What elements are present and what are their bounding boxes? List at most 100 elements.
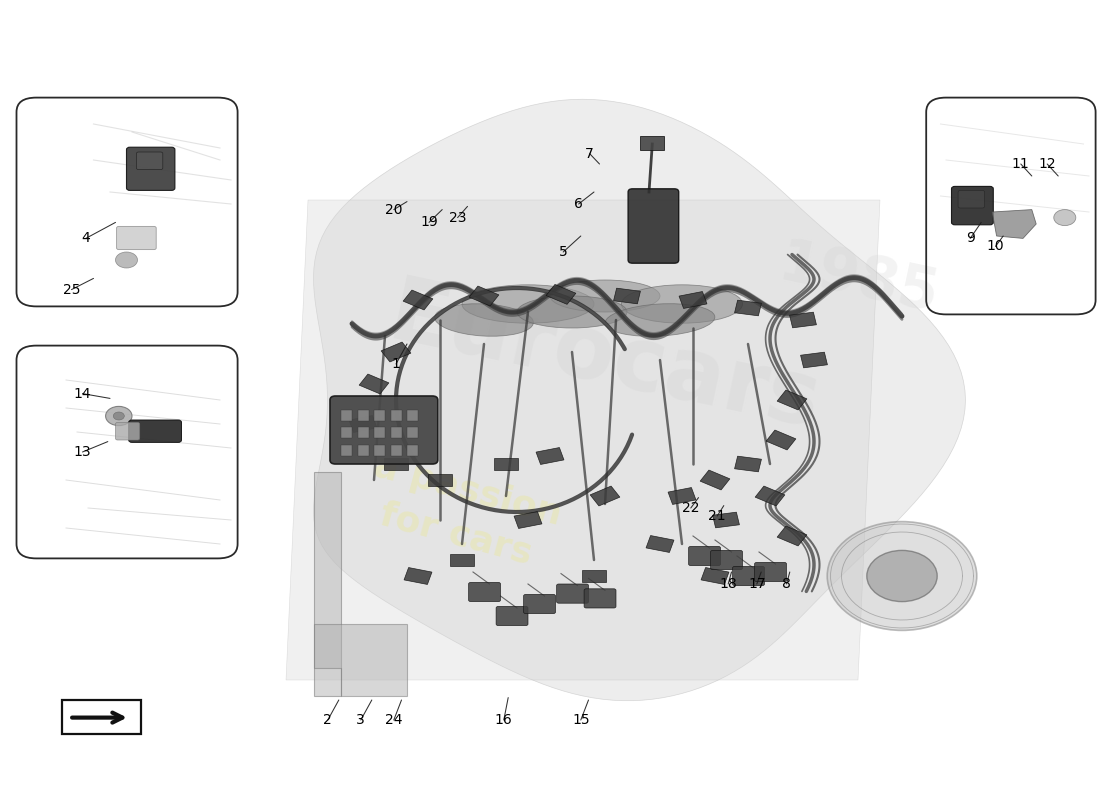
- Polygon shape: [383, 344, 409, 360]
- Text: 4: 4: [81, 231, 90, 246]
- FancyBboxPatch shape: [469, 582, 500, 602]
- Polygon shape: [516, 514, 540, 526]
- FancyBboxPatch shape: [628, 189, 679, 263]
- Ellipse shape: [434, 304, 534, 336]
- Polygon shape: [777, 526, 807, 546]
- Polygon shape: [493, 456, 519, 472]
- Text: 2: 2: [323, 713, 332, 727]
- Polygon shape: [667, 486, 697, 506]
- Polygon shape: [702, 472, 728, 488]
- Ellipse shape: [550, 280, 660, 312]
- Bar: [407, 410, 418, 421]
- Bar: [358, 427, 368, 438]
- Polygon shape: [647, 536, 673, 552]
- Text: 1: 1: [392, 357, 400, 371]
- Text: 17: 17: [748, 577, 766, 591]
- Text: 1985: 1985: [772, 235, 944, 325]
- FancyBboxPatch shape: [952, 186, 993, 225]
- Text: 10: 10: [987, 239, 1004, 254]
- Text: 7: 7: [585, 146, 594, 161]
- Text: 3: 3: [356, 713, 365, 727]
- Bar: [390, 410, 402, 421]
- FancyBboxPatch shape: [129, 420, 182, 442]
- Bar: [341, 445, 352, 456]
- Text: 5: 5: [559, 245, 568, 259]
- FancyBboxPatch shape: [62, 700, 141, 734]
- Ellipse shape: [605, 304, 715, 336]
- Bar: [374, 445, 385, 456]
- Text: 19: 19: [420, 215, 438, 230]
- FancyBboxPatch shape: [755, 562, 786, 582]
- Ellipse shape: [517, 296, 627, 328]
- Text: 8: 8: [782, 577, 791, 591]
- Circle shape: [867, 550, 937, 602]
- FancyBboxPatch shape: [524, 594, 556, 614]
- Text: 18: 18: [719, 577, 737, 591]
- Polygon shape: [546, 285, 576, 304]
- Text: 25: 25: [63, 282, 80, 297]
- Text: 14: 14: [74, 386, 91, 401]
- Polygon shape: [426, 471, 454, 489]
- Bar: [407, 445, 418, 456]
- Ellipse shape: [462, 285, 594, 323]
- FancyBboxPatch shape: [733, 566, 764, 586]
- Text: 16: 16: [495, 713, 513, 727]
- FancyBboxPatch shape: [136, 152, 163, 170]
- Text: 23: 23: [449, 210, 466, 225]
- FancyBboxPatch shape: [557, 584, 588, 603]
- Text: 13: 13: [74, 445, 91, 459]
- Text: 6: 6: [574, 197, 583, 211]
- Polygon shape: [448, 551, 476, 569]
- Bar: [374, 427, 385, 438]
- Bar: [358, 410, 368, 421]
- Polygon shape: [614, 288, 640, 304]
- Polygon shape: [681, 294, 705, 306]
- Text: a passion
for cars: a passion for cars: [359, 449, 565, 575]
- Polygon shape: [383, 456, 409, 472]
- Text: 15: 15: [572, 713, 590, 727]
- Polygon shape: [591, 487, 619, 505]
- Polygon shape: [405, 568, 431, 584]
- Polygon shape: [768, 432, 794, 448]
- Polygon shape: [757, 488, 783, 504]
- Polygon shape: [361, 376, 387, 392]
- Circle shape: [113, 412, 124, 420]
- Polygon shape: [351, 418, 375, 430]
- FancyBboxPatch shape: [330, 396, 438, 464]
- FancyBboxPatch shape: [689, 546, 720, 566]
- Bar: [390, 445, 402, 456]
- Circle shape: [106, 406, 132, 426]
- Polygon shape: [734, 455, 762, 473]
- Polygon shape: [314, 472, 341, 696]
- Polygon shape: [778, 391, 806, 409]
- Bar: [640, 136, 664, 150]
- Polygon shape: [581, 568, 607, 584]
- Bar: [374, 410, 385, 421]
- Text: 24: 24: [385, 713, 403, 727]
- FancyBboxPatch shape: [496, 606, 528, 626]
- Text: 9: 9: [966, 231, 975, 246]
- Text: 12: 12: [1038, 157, 1056, 171]
- Bar: [358, 445, 368, 456]
- Text: Eurocars: Eurocars: [382, 272, 828, 448]
- FancyBboxPatch shape: [584, 589, 616, 608]
- Bar: [407, 427, 418, 438]
- FancyBboxPatch shape: [117, 226, 156, 250]
- Polygon shape: [791, 314, 815, 326]
- Polygon shape: [735, 300, 761, 316]
- Polygon shape: [992, 210, 1036, 238]
- Text: 20: 20: [385, 202, 403, 217]
- Polygon shape: [711, 510, 741, 530]
- FancyBboxPatch shape: [116, 422, 140, 440]
- Circle shape: [116, 252, 138, 268]
- Bar: [341, 410, 352, 421]
- Circle shape: [1054, 210, 1076, 226]
- Ellipse shape: [621, 285, 742, 323]
- FancyBboxPatch shape: [958, 190, 984, 208]
- Polygon shape: [470, 287, 498, 305]
- Bar: [341, 427, 352, 438]
- Polygon shape: [537, 448, 563, 464]
- FancyBboxPatch shape: [126, 147, 175, 190]
- Bar: [390, 427, 402, 438]
- Polygon shape: [286, 200, 880, 680]
